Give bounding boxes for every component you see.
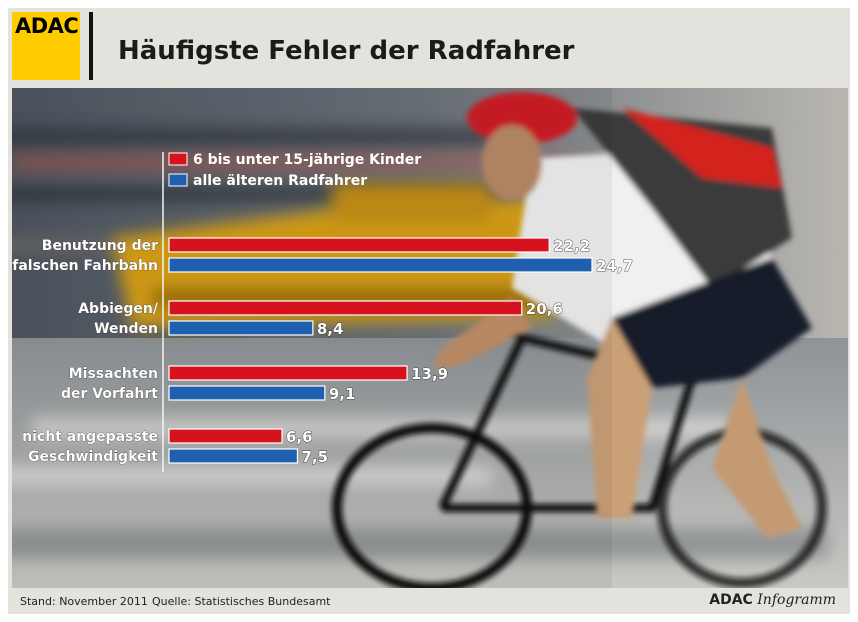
bar: [168, 428, 283, 444]
logo-text: ADAC: [15, 14, 79, 38]
legend-label: 6 bis unter 15-jährige Kinder: [193, 152, 421, 168]
bar: [168, 385, 326, 401]
category-label: Wenden: [94, 321, 158, 337]
category-label: Missachten: [69, 366, 158, 382]
adac-logo: ADAC: [12, 12, 80, 80]
category-label: Benutzung der: [42, 238, 158, 254]
category-label: Geschwindigkeit: [28, 449, 158, 465]
footer-brand: ADAC Infogramm: [709, 592, 836, 608]
bar-value-label: 8,4: [317, 320, 344, 338]
page-title: Häufigste Fehler der Radfahrer: [118, 36, 575, 66]
bar: [168, 300, 523, 316]
bar-value-label: 24,7: [596, 257, 633, 275]
bar-value-label: 7,5: [301, 448, 328, 466]
bar-value-label: 13,9: [411, 365, 448, 383]
bar-value-label: 22,2: [553, 237, 590, 255]
bar: [168, 237, 550, 253]
cyclist-photo: [12, 88, 848, 588]
legend-label: alle älteren Radfahrer: [193, 173, 367, 189]
legend-swatch: [168, 152, 188, 166]
footer-brand-adac: ADAC: [709, 592, 753, 608]
footer-brand-infogramm: Infogramm: [757, 592, 836, 608]
bar: [168, 365, 408, 381]
bar-value-label: 9,1: [329, 385, 356, 403]
category-label: der Vorfahrt: [61, 386, 158, 402]
category-label: Abbiegen/: [78, 301, 159, 317]
footer-source: Quelle: Statistisches Bundesamt: [152, 595, 331, 608]
legend-swatch: [168, 173, 188, 187]
title-divider: [89, 12, 93, 80]
bar: [168, 448, 299, 464]
bar: [168, 320, 314, 336]
category-label: falschen Fahrbahn: [12, 258, 158, 274]
bar-value-label: 20,6: [526, 300, 563, 318]
footer-stand: Stand: November 2011: [20, 595, 148, 608]
bar-value-label: 6,6: [286, 428, 313, 446]
category-label: nicht angepasste: [22, 429, 158, 445]
footer: Stand: November 2011 Quelle: Statistisch…: [12, 590, 848, 612]
bar: [168, 257, 593, 273]
